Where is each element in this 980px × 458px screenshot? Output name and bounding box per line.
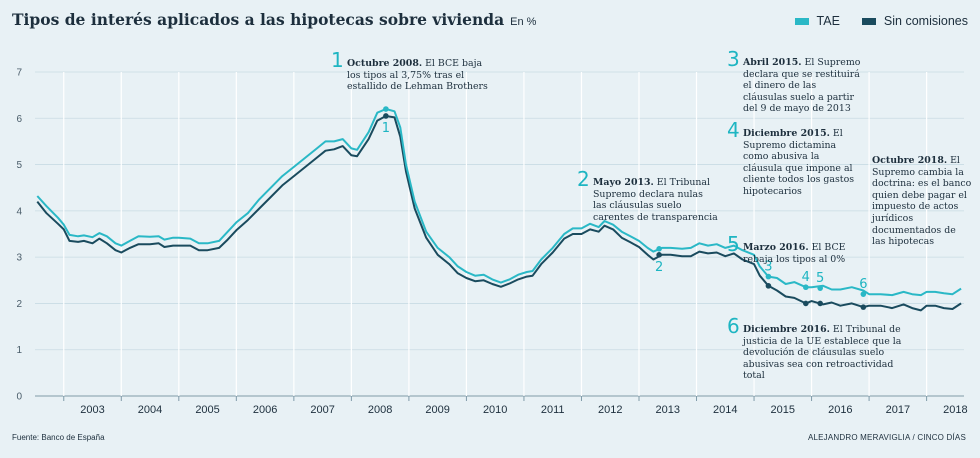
event-marker-label-4: 4 (802, 270, 810, 285)
annotation-3-number: 3 (727, 47, 740, 71)
annotation-2-number: 2 (577, 167, 590, 191)
source-note: Fuente: Banco de España (12, 433, 105, 442)
annotation-6: 6 Diciembre 2016. El Tribunal de justici… (727, 316, 913, 382)
event-marker-tae-3 (765, 273, 772, 280)
x-tick-label: 2007 (310, 404, 334, 416)
annotation-1-number: 1 (331, 48, 344, 72)
annotation-2-text: El Tribunal Supremo declara nulas las cl… (593, 177, 718, 223)
annotation-october-2018-text: El Supremo cambia la doctrina: es el ban… (872, 155, 972, 248)
event-marker-label-2: 2 (655, 260, 663, 275)
x-tick-label: 2008 (368, 404, 392, 416)
annotation-4-date: Diciembre 2015. (743, 128, 830, 139)
x-tick-label: 2009 (425, 404, 449, 416)
legend-label-tae: TAE (816, 14, 840, 28)
x-tick-label: 2017 (886, 404, 910, 416)
annotation-5-text: El BCE rebaja los tipos al 0% (743, 242, 846, 265)
legend-swatch-tae (794, 17, 809, 25)
annotation-6-date: Diciembre 2016. (743, 324, 830, 335)
event-marker-sin-4 (803, 300, 809, 307)
annotation-1: 1 Octubre 2008. El BCE baja los tipos al… (331, 50, 497, 93)
annotation-october-2018: Octubre 2018. El Supremo cambia la doctr… (872, 155, 972, 248)
y-tick-label: 7 (16, 68, 22, 79)
annotation-6-number: 6 (727, 314, 740, 338)
chart-unit: En % (510, 16, 537, 28)
event-marker-tae-4 (803, 284, 809, 291)
y-tick-label: 1 (16, 345, 22, 356)
x-tick-label: 2013 (656, 404, 680, 416)
event-marker-label-1: 1 (382, 121, 390, 136)
x-tick-label: 2003 (80, 404, 104, 416)
y-tick-label: 2 (16, 299, 22, 310)
event-marker-label-5: 5 (816, 271, 824, 286)
event-marker-label-6: 6 (859, 277, 867, 292)
event-marker-tae-5 (817, 285, 823, 291)
x-tick-label: 2015 (771, 404, 795, 416)
event-marker-tae-1 (383, 106, 389, 112)
annotation-3: 3 Abril 2015. El Supremo declara que se … (727, 49, 861, 115)
annotation-4: 4 Diciembre 2015. El Supremo dictamina c… (727, 120, 861, 198)
annotation-1-date: Octubre 2008. (347, 58, 423, 69)
y-tick-label: 5 (16, 160, 22, 171)
x-tick-label: 2016 (828, 404, 852, 416)
legend: TAE Sin comisiones (794, 14, 968, 28)
event-marker-label-3: 3 (764, 260, 772, 275)
annotation-5: 5 Marzo 2016. El BCE rebaja los tipos al… (727, 234, 861, 265)
event-marker-sin-6 (860, 304, 867, 310)
author-credit: ALEJANDRO MERAVIGLIA / CINCO DÍAS (807, 433, 966, 442)
x-tick-label: 2005 (195, 404, 219, 416)
annotation-3-text: El Supremo declara que se restituirá el … (743, 57, 861, 115)
annotation-4-text: El Supremo dictamina como abusiva la clá… (743, 128, 855, 197)
y-tick-label: 0 (16, 392, 22, 403)
x-tick-label: 2006 (253, 404, 277, 416)
annotation-2-date: Mayo 2013. (593, 177, 654, 188)
annotation-5-date: Marzo 2016. (743, 242, 809, 253)
annotation-october-2018-date: Octubre 2018. (872, 155, 948, 166)
y-tick-label: 6 (16, 114, 22, 125)
event-marker-sin-3 (765, 283, 772, 289)
event-marker-sin-2 (656, 252, 662, 258)
annotation-4-number: 4 (727, 118, 740, 142)
legend-item-tae: TAE (794, 14, 840, 28)
event-marker-tae-2 (656, 246, 662, 252)
x-tick-label: 2018 (943, 404, 967, 416)
y-tick-label: 4 (16, 206, 22, 217)
legend-swatch-sin-comisiones (861, 17, 876, 25)
legend-item-sin-comisiones: Sin comisiones (861, 14, 968, 28)
x-tick-label: 2010 (483, 404, 507, 416)
annotation-6-text: El Tribunal de justicia de la UE estable… (743, 324, 902, 382)
x-tick-label: 2012 (598, 404, 622, 416)
chart-title: Tipos de interés aplicados a las hipotec… (12, 10, 536, 29)
event-marker-sin-5 (817, 300, 823, 307)
x-tick-label: 2004 (138, 404, 162, 416)
annotation-5-number: 5 (727, 232, 740, 256)
x-tick-label: 2011 (541, 404, 565, 416)
event-marker-sin-1 (383, 113, 389, 119)
annotation-2: 2 Mayo 2013. El Tribunal Supremo declara… (577, 169, 719, 223)
series-line-sin-comisiones (36, 115, 962, 312)
annotation-1-text: El BCE baja los tipos al 3,75% tras el e… (347, 58, 488, 93)
event-marker-tae-6 (860, 291, 867, 297)
series-line-tae (36, 108, 962, 297)
x-tick-label: 2014 (713, 404, 737, 416)
y-tick-label: 3 (16, 253, 22, 264)
chart-title-text: Tipos de interés aplicados a las hipotec… (12, 10, 505, 29)
annotation-3-date: Abril 2015. (743, 57, 802, 68)
legend-label-sin-comisiones: Sin comisiones (883, 14, 968, 28)
